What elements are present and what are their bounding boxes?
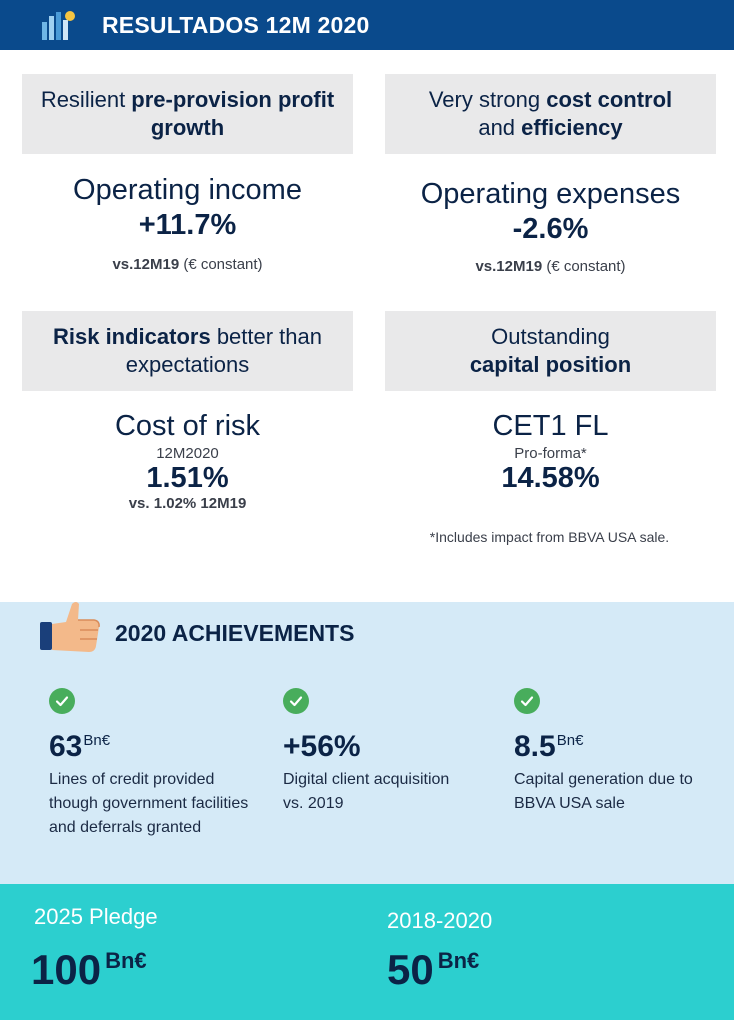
pledge-label: 2018-2020: [387, 908, 493, 933]
card-label-light: and: [478, 115, 522, 140]
pledge-section: [0, 884, 734, 1020]
achievement-value: 8.5Bn€: [514, 730, 583, 764]
metric-operating-income: Operating income +11.7% vs.12M19 (€ cons…: [22, 174, 353, 273]
card-label-bold: Risk indicators: [52, 324, 211, 349]
achievement-value: 63Bn€: [49, 730, 110, 764]
metric-note-rest: (€ constant): [179, 256, 263, 273]
card-label-light: Resilient: [40, 87, 132, 112]
metric-note: vs. 1.02% 12M19: [128, 495, 247, 512]
check-icon: [49, 688, 75, 714]
pledge-number: 50: [387, 946, 434, 993]
metric-sub: 12M2020: [156, 445, 219, 462]
card-label-light: better than expectations: [125, 324, 323, 377]
metric-operating-expenses: Operating expenses -2.6% vs.12M19 (€ con…: [385, 178, 716, 275]
header-bar: RESULTADOS 12M 2020: [0, 0, 734, 50]
page-title: RESULTADOS 12M 2020: [102, 12, 370, 38]
achievement-number: 63: [49, 730, 83, 763]
card-label-risk-indicators: Risk indicators better than expectations: [22, 311, 353, 391]
achievement-desc: Lines of credit provided though governme…: [49, 771, 249, 836]
footnote: *Includes impact from BBVA USA sale.: [429, 529, 670, 545]
achievement-number: 8.5: [514, 730, 556, 763]
achievement-unit: Bn€: [556, 732, 584, 749]
metric-name: Operating expenses: [420, 178, 681, 210]
pledge-unit: Bn€: [437, 948, 480, 973]
metric-name: CET1 FL: [492, 410, 609, 442]
achievement-desc: Capital generation due to BBVA USA sale: [514, 771, 693, 812]
metric-note-bold: vs.12M19: [112, 256, 180, 273]
metric-cet1: CET1 FL Pro-forma* 14.58%: [385, 410, 716, 495]
pledge-unit: Bn€: [105, 948, 147, 973]
card-label-bold: efficiency: [521, 115, 623, 140]
card-label-capital-position: Outstanding capital position: [385, 311, 716, 391]
achievement-number: +56%: [283, 730, 361, 763]
metric-note: vs.12M19 (€ constant): [385, 258, 716, 275]
metric-note-bold: vs.12M19: [475, 258, 543, 275]
pledge-value: 100 Bn€: [31, 946, 147, 994]
metric-value: 14.58%: [501, 462, 600, 494]
check-icon: [283, 688, 309, 714]
metric-value: -2.6%: [512, 213, 589, 245]
card-label-bold: capital position: [469, 352, 632, 377]
metric-note-rest: (€ constant): [542, 258, 626, 275]
card-label-bold: cost control: [546, 87, 673, 112]
metric-name: Cost of risk: [114, 410, 261, 442]
achievement-value: +56%: [283, 730, 361, 764]
achievement-unit: Bn€: [83, 732, 111, 749]
check-icon: [514, 688, 540, 714]
achievements-title: 2020 ACHIEVEMENTS: [115, 620, 355, 646]
metric-value: +11.7%: [138, 209, 237, 241]
bar-chart-icon: [42, 11, 75, 40]
metric-name: Operating income: [73, 174, 302, 206]
achievement-desc: Digital client acquisition vs. 2019: [283, 771, 450, 812]
pledge-label: 2025 Pledge: [34, 904, 158, 929]
achievements-section: [0, 602, 734, 884]
metric-cost-of-risk: Cost of risk 12M2020 1.51% vs. 1.02% 12M…: [22, 410, 353, 512]
card-label-light: Very strong: [428, 87, 547, 112]
pledge-value: 50 Bn€: [387, 946, 479, 994]
card-label-preprovision: Resilient pre-provision profit growth: [22, 74, 353, 154]
thumbs-up-icon: [40, 602, 100, 652]
metric-value: 1.51%: [146, 462, 229, 494]
metric-note: vs.12M19 (€ constant): [22, 256, 353, 273]
card-label-light: Outstanding: [491, 324, 610, 349]
metric-sub: Pro-forma*: [514, 445, 587, 462]
card-label-bold: pre-provision profit growth: [131, 87, 335, 140]
card-label-cost-control: Very strong cost control and efficiency: [385, 74, 716, 154]
pledge-number: 100: [31, 946, 102, 993]
